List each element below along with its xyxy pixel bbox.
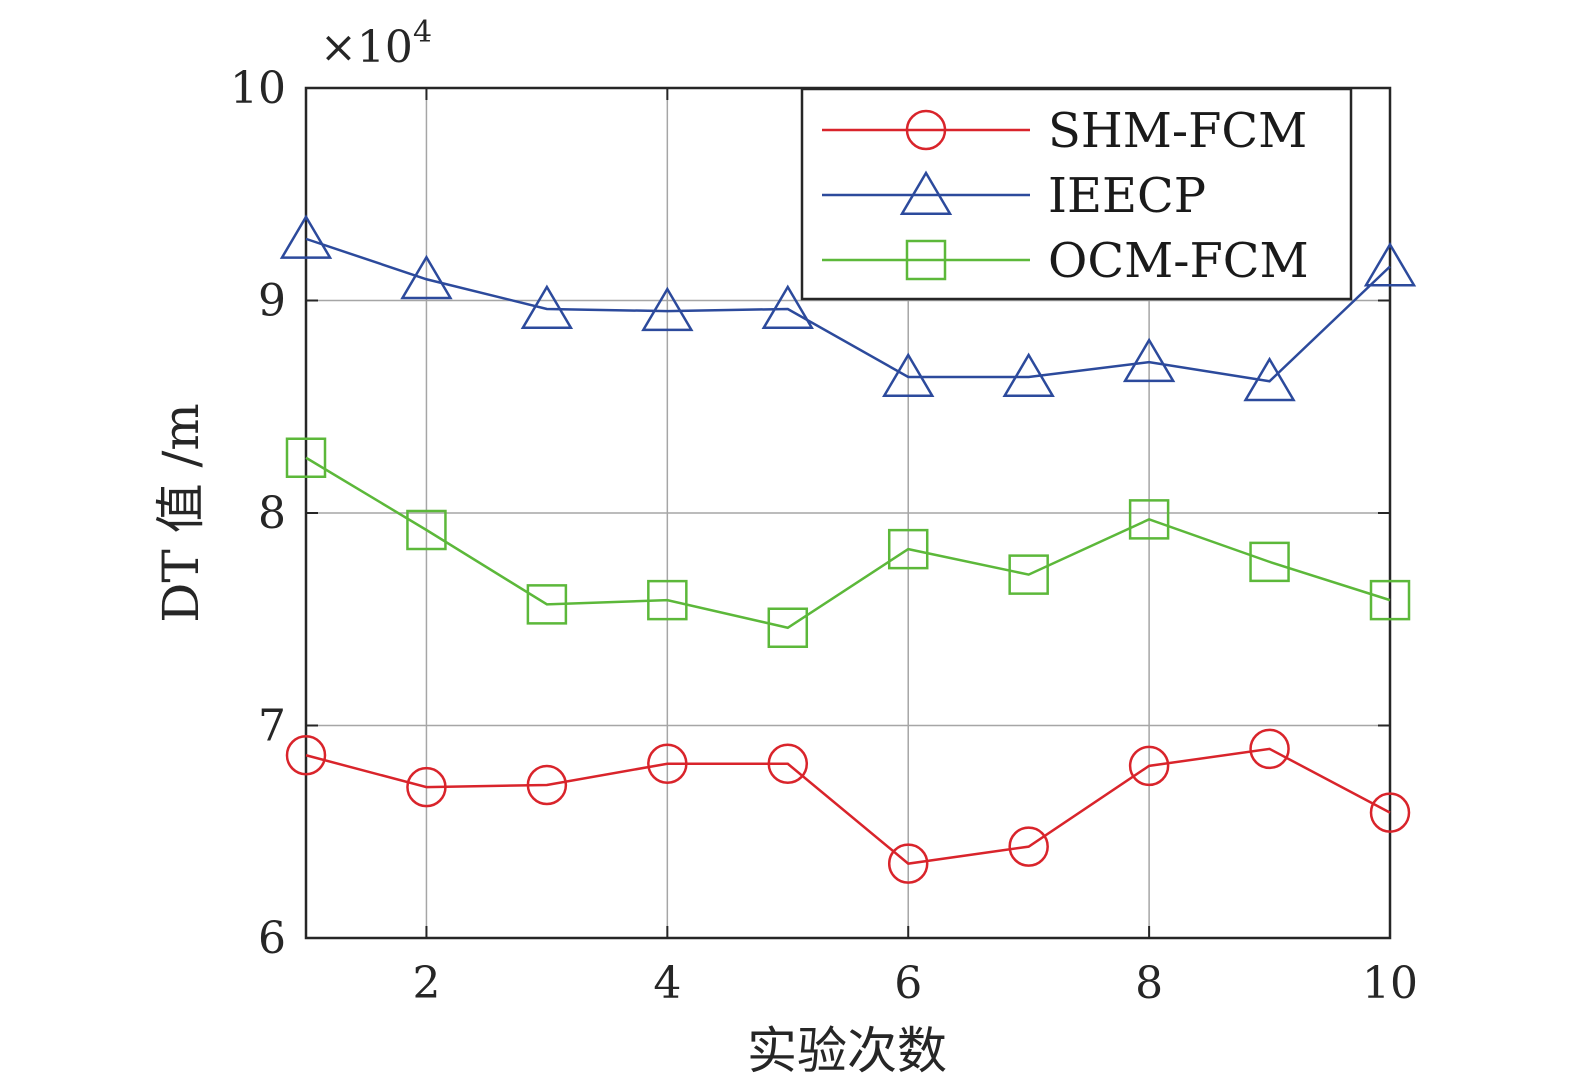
legend-marker-ocm-fcm (905, 239, 947, 281)
y-axis-label: DT 值 /m (152, 403, 210, 622)
data-point-shm-fcm (767, 743, 809, 784)
x-tick-label: 6 (894, 958, 922, 1009)
x-tick-label: 2 (412, 958, 440, 1009)
legend-marker-shm-fcm (905, 109, 947, 151)
legend-item-ocm-fcm: OCM-FCM (822, 233, 1309, 289)
legend-label: IEECP (1048, 168, 1206, 224)
data-point-ieecp (1002, 352, 1055, 397)
data-point-ocm-fcm (1249, 541, 1290, 583)
legend-item-ieecp: IEECP (822, 168, 1206, 224)
legend-item-shm-fcm: SHM-FCM (822, 103, 1307, 159)
x-axis-label: 实验次数 (747, 1022, 947, 1080)
y-tick-label: 7 (258, 701, 286, 752)
x-tick-label: 10 (1362, 958, 1418, 1009)
series-line-ocm-fcm (305, 456, 1391, 630)
data-point-ieecp (641, 286, 694, 332)
data-point-shm-fcm (1008, 826, 1049, 867)
data-point-ocm-fcm (1008, 554, 1049, 595)
data-point-ieecp (520, 284, 574, 329)
data-point-ieecp (761, 284, 814, 329)
data-point-ieecp (882, 352, 935, 397)
data-point-shm-fcm (647, 743, 688, 784)
y-tick-label: 8 (258, 488, 286, 539)
data-point-ieecp (1122, 337, 1176, 383)
data-series (279, 214, 1417, 884)
data-point-ocm-fcm (647, 579, 688, 621)
data-point-ieecp (1363, 242, 1417, 287)
legend: SHM-FCM IEECP OCM-FCM (800, 87, 1353, 301)
data-point-ocm-fcm (1128, 499, 1170, 540)
series-ocm-fcm (285, 437, 1411, 648)
series-line-ieecp (305, 237, 1391, 383)
data-point-shm-fcm (887, 843, 929, 884)
data-point-shm-fcm (1249, 728, 1290, 770)
data-point-ocm-fcm (767, 607, 809, 648)
data-point-shm-fcm (1128, 745, 1170, 787)
legend-label: OCM-FCM (1048, 233, 1309, 289)
data-point-shm-fcm (526, 764, 568, 806)
data-point-ieecp (279, 214, 333, 259)
y-axis-exponent: 4 (413, 15, 432, 50)
legend-marker-ieecp (899, 170, 953, 215)
series-shm-fcm (285, 728, 1411, 884)
series-line-shm-fcm (305, 747, 1391, 865)
data-point-ocm-fcm (887, 528, 929, 570)
data-point-ocm-fcm (1369, 579, 1411, 621)
data-point-ieecp (400, 254, 453, 300)
data-point-shm-fcm (285, 735, 327, 776)
y-tick-label: 10 (230, 63, 286, 114)
x-tick-label: 4 (653, 958, 681, 1009)
data-point-ocm-fcm (406, 509, 447, 551)
y-tick-label: 6 (258, 913, 286, 964)
x-tick-label: 8 (1135, 958, 1163, 1009)
series-ieecp (279, 214, 1417, 402)
legend-label: SHM-FCM (1048, 103, 1307, 159)
data-point-shm-fcm (1369, 792, 1411, 833)
data-point-ocm-fcm (526, 584, 568, 625)
axis-ticks: 2 4 6 8 10 6 7 8 9 10 (230, 63, 1418, 1009)
data-point-shm-fcm (406, 766, 447, 808)
data-point-ocm-fcm (285, 437, 327, 478)
y-axis-multiplier: ×10 (320, 22, 413, 73)
data-point-ieecp (1243, 356, 1296, 402)
y-tick-label: 9 (258, 276, 286, 327)
